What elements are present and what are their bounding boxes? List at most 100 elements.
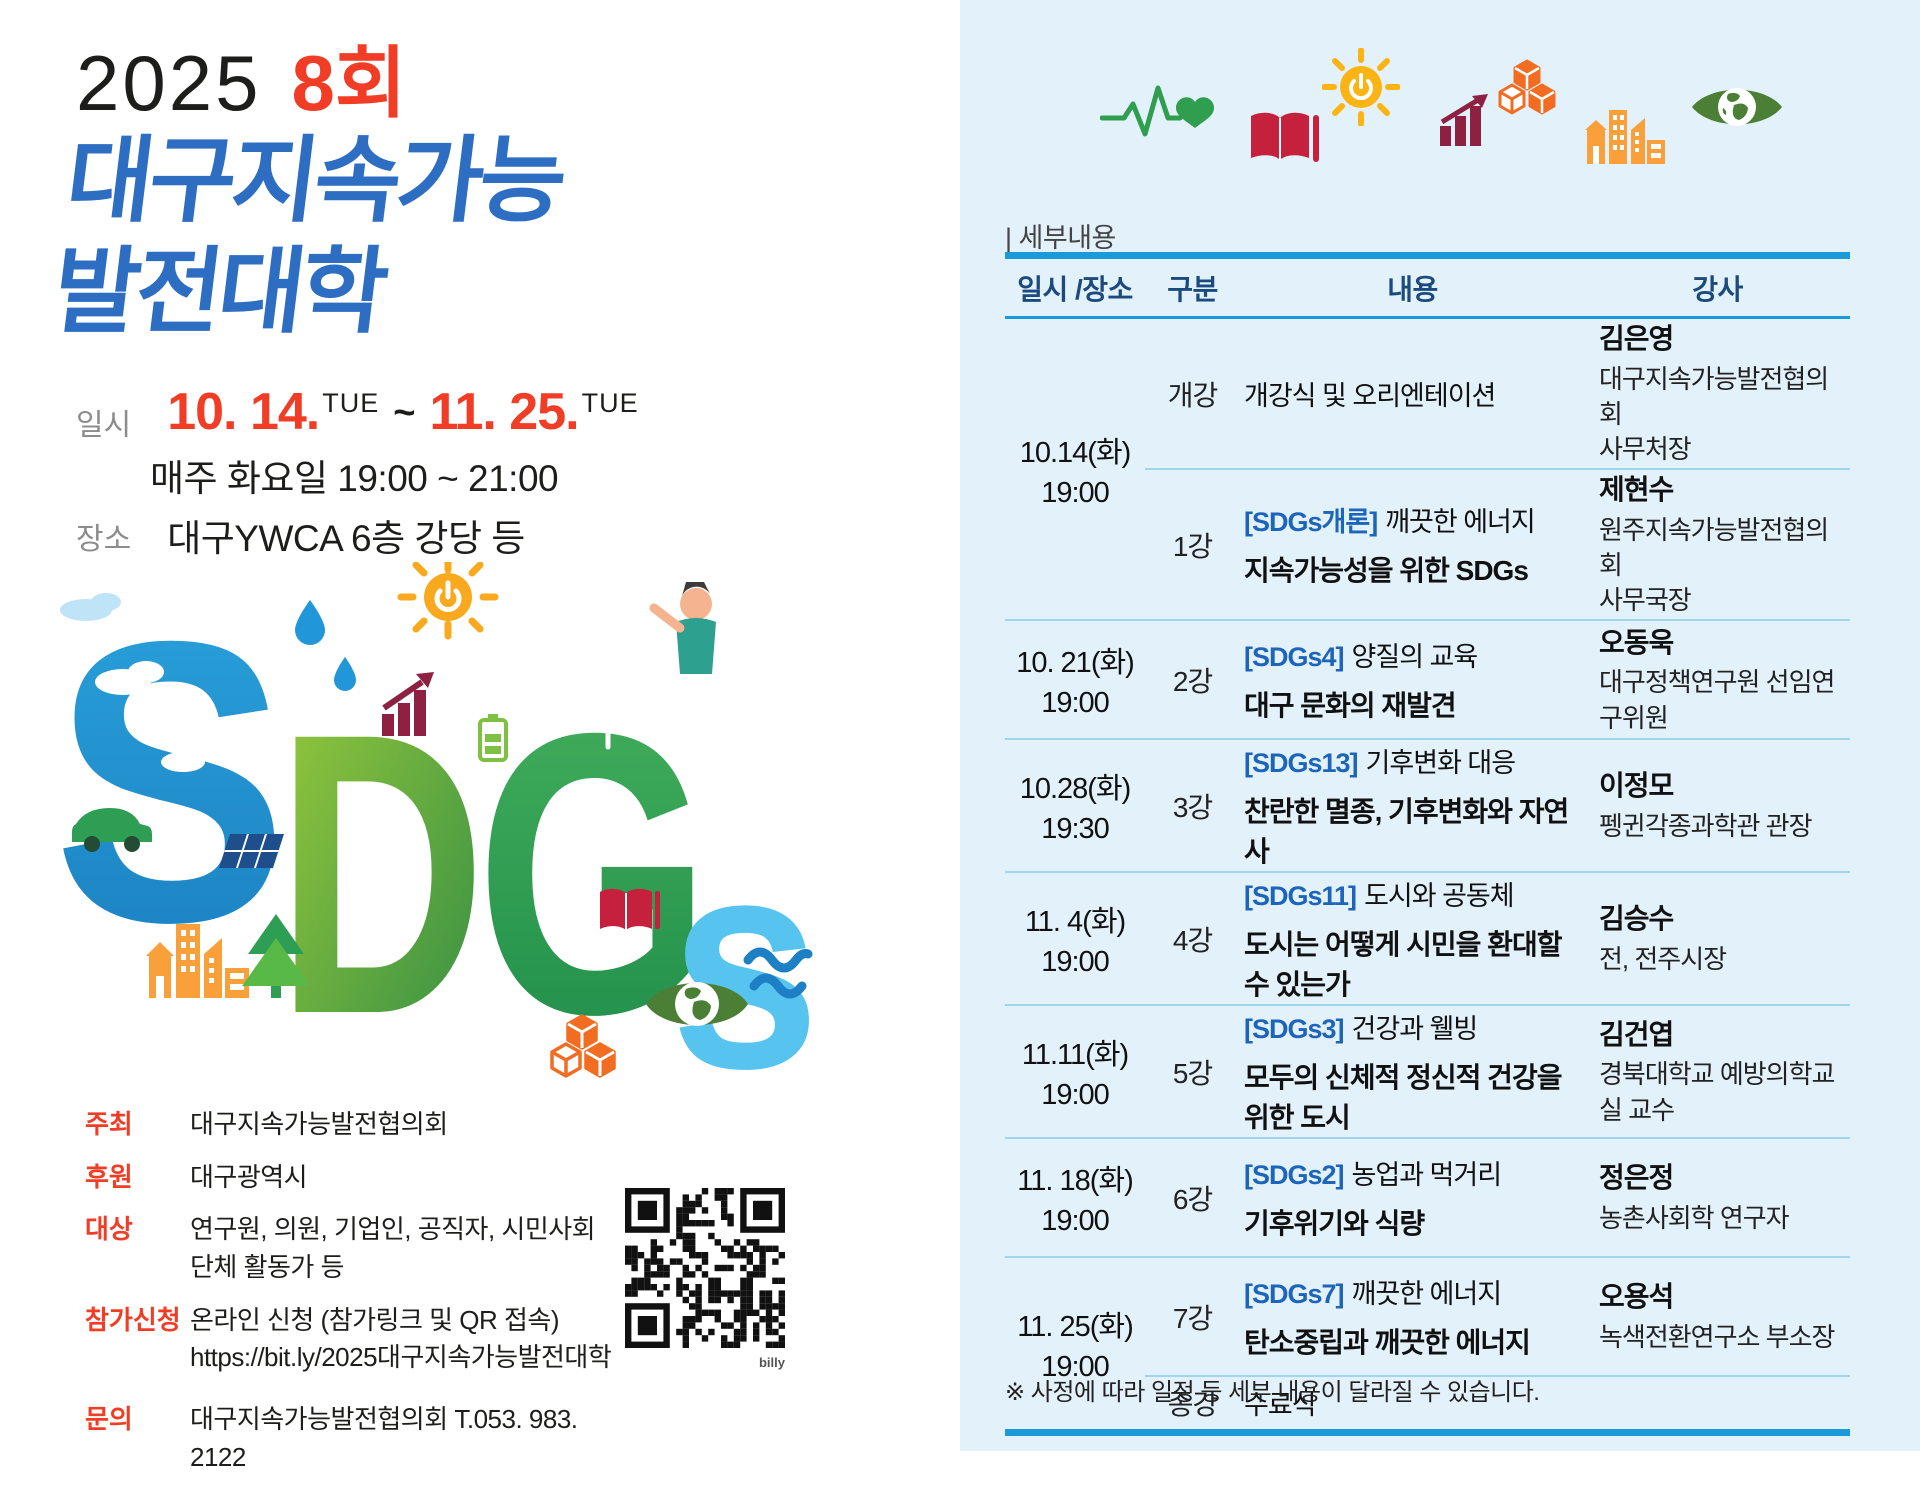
lecturer-name: 김은영: [1599, 323, 1674, 354]
registration-link[interactable]: https://bit.ly/2025대구지속가능발전대학: [190, 1342, 612, 1373]
book-icon: [1247, 110, 1321, 173]
solar-panel-icon: [218, 834, 284, 868]
schedule-table: 일시 /장소 구분 내용 강사 10.14(화) 19:00 개강 개강식 및 오리엔…: [1005, 252, 1850, 1436]
lecture-title: 탄소중립과 깨끗한 에너지: [1244, 1327, 1531, 1359]
letter-s-upper: S: [53, 562, 288, 1005]
lecturer-affiliation: 사무처장: [1599, 433, 1692, 464]
session-content: [SDGs7] 깨끗한 에너지 탄소중립과 깨끗한 에너지: [1240, 1256, 1585, 1377]
info-label: 주최: [85, 1109, 133, 1139]
lecturer-affiliation: 녹색전환연구소 부소장: [1599, 1322, 1835, 1352]
info-label: 후원: [85, 1161, 133, 1192]
sdg-tag: [SDGs개론]: [1244, 507, 1378, 538]
schedule-table-body: 10.14(화) 19:00 개강 개강식 및 오리엔테이션 김은영 대구지속가능발전협의…: [1005, 318, 1850, 1433]
qr-code: [625, 1188, 785, 1348]
header-lecturer: 강사: [1585, 255, 1850, 319]
poster-title: 대구지속가능 발전대학: [47, 126, 569, 348]
poster: | 세부내용 일시 /장소 구분 내용 강사 10.14(화) 19:00 개강 개강…: [47, 0, 1920, 1472]
table-row: 10. 21(화) 19:00 2강 [SDGs4] 양질의 교육 대구 문화의 재발견 오…: [1005, 619, 1850, 740]
info-value-line: 연구원, 의원, 기업인, 공직자, 시민사회단체 활동가 등: [190, 1214, 596, 1283]
info-value: 대구지속가능발전협의회: [190, 1106, 448, 1144]
table-row: 11. 18(화) 19:00 6강 [SDGs2] 농업과 먹거리 기후위기와 식량 정은…: [1005, 1137, 1850, 1258]
poster-title-line2: 발전대학: [47, 238, 391, 344]
lecturer-name: 제현수: [1599, 474, 1674, 506]
lecturer: [1585, 1375, 1850, 1433]
header-datetime: 일시 /장소: [1005, 255, 1145, 319]
battery-icon: [478, 714, 508, 762]
table-row: 종강 수료식: [1005, 1375, 1850, 1433]
lecturer: 제현수 원주지속가능발전협의회 사무국장: [1585, 468, 1850, 621]
info-label: 대상: [85, 1214, 133, 1245]
info-label: 문의: [85, 1404, 133, 1435]
cloud-icon-small: [60, 593, 121, 621]
lecturer-affiliation: 전, 전주시장: [1599, 944, 1727, 974]
lecturer-name: 정은정: [1599, 1162, 1674, 1194]
session-type: 3강: [1145, 738, 1240, 873]
lecturer: 오용석 녹색전환연구소 부소장: [1585, 1256, 1850, 1377]
info-value: 온라인 신청 (참가링크 및 QR 접속) https://bit.ly/2025…: [190, 1302, 612, 1377]
qr-block: billy: [625, 1188, 785, 1370]
lecturer-name: 김승수: [1599, 903, 1674, 935]
session-content: [SDGs개론] 깨끗한 에너지 지속가능성을 위한 SDGs: [1240, 468, 1585, 621]
letter-s-lower: s: [670, 795, 818, 1092]
table-row: 10.28(화) 19:30 3강 [SDGs13] 기후변화 대응 찬란한 멸종, 기후…: [1005, 738, 1850, 873]
sdg-tag: [SDGs4]: [1244, 642, 1345, 673]
lecturer-affiliation: 사무국장: [1599, 585, 1692, 616]
lecture-title: 찬란한 멸종, 기후변화와 자연사: [1244, 796, 1569, 868]
sdg-tag: [SDGs11]: [1244, 881, 1357, 912]
header-content: 내용: [1240, 255, 1585, 319]
lecture-title: 모두의 신체적 정신적 건강을 위한 도시: [1244, 1062, 1562, 1134]
sdg-tag: [SDGs3]: [1244, 1014, 1345, 1045]
session-content: [SDGs2] 농업과 먹거리 기후위기와 식량: [1240, 1137, 1585, 1258]
table-row: 10.14(화) 19:00 개강 개강식 및 오리엔테이션 김은영 대구지속가능발전협의…: [1005, 318, 1850, 509]
session-type: 종강: [1145, 1375, 1240, 1433]
session-type: 개강: [1167, 379, 1219, 411]
info-label: 참가신청: [85, 1304, 181, 1335]
header-type: 구분: [1145, 255, 1240, 319]
book-icon: [600, 888, 660, 930]
session-content: [SDGs11] 도시와 공동체 도시는 어떻게 시민을 환대할 수 있는가: [1240, 871, 1585, 1006]
session-type: 7강: [1145, 1256, 1240, 1377]
session-type: 1강: [1145, 468, 1240, 621]
section-title: | 세부내용: [1005, 223, 1116, 253]
session-type: 5강: [1145, 1004, 1240, 1139]
lecturer-affiliation: 펭귄각종과학관 관장: [1599, 811, 1813, 841]
wind-turbine-icon: [363, 697, 623, 855]
lecturer-affiliation: 경북대학교 예방의학교실 교수: [1599, 1059, 1835, 1125]
sdg-tag: [SDGs13]: [1244, 748, 1359, 779]
session-datetime: 10.28(화) 19:30: [1005, 738, 1145, 873]
session-datetime: 11. 4(화) 19:00: [1005, 871, 1145, 1006]
letter-d: D: [276, 650, 486, 1092]
cubes-icon: [1497, 58, 1559, 125]
qr-caption: billy: [758, 1355, 785, 1370]
lecture-title: 지속가능성을 위한 SDGs: [1244, 555, 1529, 587]
session-datetime: 11. 25(화) 19:00: [1005, 1256, 1145, 1433]
poster-title-top: 2025 8회: [76, 44, 407, 122]
city-buildings-icon: [146, 924, 249, 998]
globe-eye-icon: [646, 982, 748, 1026]
info-row: 후원 대구광역시: [85, 1159, 615, 1197]
tree-icon: [242, 914, 310, 998]
date-range-tilde: ~: [393, 392, 416, 434]
start-day: TUE: [322, 388, 380, 418]
lecturer: 오동욱 대구정책연구원 선임연구위원: [1585, 619, 1850, 740]
venue: 장소 대구YWCA 6층 강당 등: [76, 508, 525, 562]
info-value: 연구원, 의원, 기업인, 공직자, 시민사회단체 활동가 등: [190, 1211, 615, 1286]
lecture-title: 기후위기와 식량: [1244, 1208, 1425, 1240]
sun-power-icon: [397, 562, 499, 640]
lecture-title: 도시는 어떻게 시민을 환대할 수 있는가: [1244, 929, 1562, 1001]
table-row: 11. 4(화) 19:00 4강 [SDGs11] 도시와 공동체 도시는 어떻게 시민…: [1005, 871, 1850, 1006]
session-content: [SDGs3] 건강과 웰빙 모두의 신체적 정신적 건강을 위한 도시: [1240, 1004, 1585, 1139]
water-drops-icon: [295, 600, 356, 691]
growth-chart-icon: [1438, 94, 1502, 151]
info-value-line: 온라인 신청 (참가링크 및 QR 접속): [190, 1304, 559, 1335]
lecturer-affiliation: 농촌사회학 연구자: [1599, 1203, 1790, 1233]
sdg-tag: [SDGs7]: [1244, 1279, 1345, 1310]
lecturer: 김은영 대구지속가능발전협의회 사무처장: [1585, 318, 1850, 470]
person-illustration: [649, 582, 716, 674]
session-datetime: 10. 21(화) 19:00: [1005, 619, 1145, 740]
lecturer-name: 이정모: [1599, 770, 1674, 802]
